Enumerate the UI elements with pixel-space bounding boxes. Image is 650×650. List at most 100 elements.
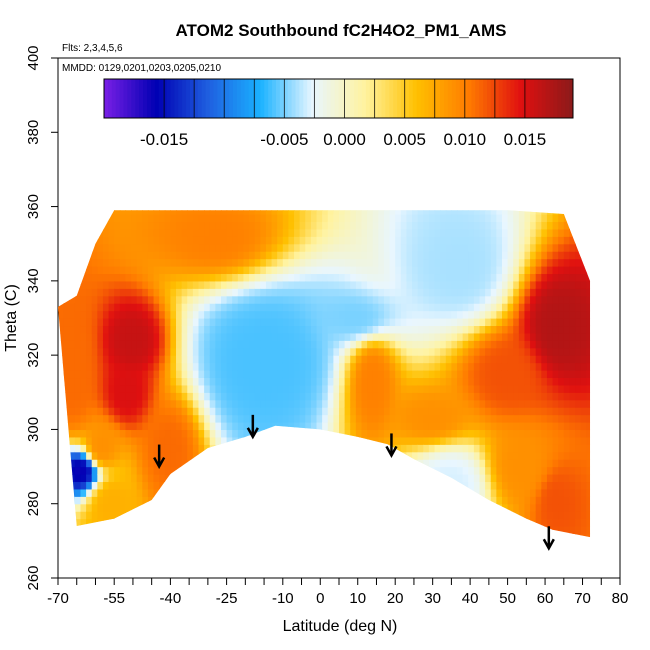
field-cell bbox=[412, 526, 419, 535]
field-cell bbox=[434, 488, 441, 497]
field-cell bbox=[305, 295, 312, 304]
field-cell bbox=[322, 355, 329, 364]
field-cell bbox=[457, 347, 464, 356]
field-cell bbox=[142, 340, 149, 349]
field-cell bbox=[563, 392, 571, 401]
field-cell bbox=[192, 310, 200, 319]
field-cell bbox=[249, 451, 256, 460]
field-cell bbox=[322, 422, 329, 431]
field-cell bbox=[165, 541, 171, 549]
field-cell bbox=[535, 444, 542, 453]
field-cell bbox=[412, 496, 419, 505]
field-cell bbox=[462, 355, 469, 364]
field-cell bbox=[563, 214, 571, 223]
field-cell bbox=[524, 236, 531, 245]
field-cell bbox=[136, 407, 143, 416]
field-cell bbox=[74, 251, 82, 260]
field-cell bbox=[530, 310, 537, 319]
field-cell bbox=[541, 526, 548, 535]
field-cell bbox=[221, 541, 227, 549]
field-cell bbox=[305, 288, 312, 297]
field-cell bbox=[490, 280, 497, 289]
field-cell bbox=[91, 355, 98, 364]
field-cell bbox=[457, 488, 464, 497]
field-cell bbox=[237, 511, 245, 520]
field-cell bbox=[592, 348, 598, 356]
field-cell bbox=[125, 429, 132, 438]
field-cell bbox=[63, 228, 70, 237]
field-cell bbox=[147, 310, 155, 319]
field-cell bbox=[485, 466, 492, 475]
field-cell bbox=[97, 199, 103, 207]
field-cell bbox=[215, 444, 222, 453]
field-cell bbox=[423, 392, 430, 401]
field-cell bbox=[310, 273, 318, 282]
field-cell bbox=[97, 236, 104, 245]
field-cell bbox=[518, 466, 526, 475]
field-cell bbox=[80, 377, 87, 386]
field-cell bbox=[299, 310, 306, 319]
field-cell bbox=[80, 332, 87, 341]
field-cell bbox=[266, 541, 272, 549]
field-cell bbox=[136, 451, 143, 460]
field-cell bbox=[457, 332, 464, 341]
field-cell bbox=[192, 496, 200, 505]
field-cell bbox=[288, 347, 295, 356]
field-cell bbox=[69, 258, 76, 267]
field-cell bbox=[181, 325, 188, 334]
field-cell bbox=[569, 355, 576, 364]
field-cell bbox=[367, 474, 374, 483]
field-cell bbox=[445, 370, 452, 379]
field-cell bbox=[423, 221, 430, 230]
field-cell bbox=[501, 273, 509, 282]
field-cell bbox=[552, 422, 559, 431]
field-cell bbox=[74, 273, 82, 282]
field-cell bbox=[530, 496, 537, 505]
field-cell bbox=[86, 518, 93, 527]
field-cell bbox=[136, 377, 143, 386]
field-cell bbox=[575, 548, 581, 556]
field-cell bbox=[181, 310, 188, 319]
field-cell bbox=[406, 488, 413, 497]
field-cell bbox=[518, 503, 526, 512]
field-cell bbox=[490, 459, 497, 468]
field-cell bbox=[316, 511, 323, 520]
field-cell bbox=[254, 243, 261, 252]
field-cell bbox=[575, 303, 582, 312]
field-cell bbox=[249, 340, 256, 349]
field-cell bbox=[395, 496, 402, 505]
field-cell bbox=[187, 451, 194, 460]
field-cell bbox=[192, 451, 200, 460]
field-cell bbox=[518, 533, 526, 538]
field-cell bbox=[136, 273, 143, 282]
field-cell bbox=[97, 273, 104, 282]
field-cell bbox=[389, 210, 396, 215]
field-cell bbox=[395, 280, 402, 289]
field-cell bbox=[361, 526, 368, 535]
field-cell bbox=[237, 436, 245, 445]
field-cell bbox=[592, 429, 598, 437]
field-cell bbox=[74, 459, 82, 468]
field-cell bbox=[204, 399, 211, 408]
field-cell bbox=[412, 541, 418, 549]
field-cell bbox=[260, 384, 267, 393]
field-cell bbox=[114, 214, 121, 223]
field-cell bbox=[592, 422, 598, 430]
field-cell bbox=[159, 488, 166, 497]
field-cell bbox=[350, 340, 357, 349]
field-cell bbox=[265, 288, 273, 297]
field-cell bbox=[339, 488, 346, 497]
field-cell bbox=[400, 503, 408, 512]
field-cell bbox=[496, 466, 503, 475]
field-cell bbox=[496, 340, 503, 349]
field-cell bbox=[355, 414, 363, 423]
field-cell bbox=[513, 243, 520, 252]
field-cell bbox=[592, 533, 598, 541]
field-cell bbox=[204, 392, 211, 401]
field-cell bbox=[395, 318, 402, 327]
field-cell bbox=[333, 466, 340, 475]
field-cell bbox=[383, 266, 391, 275]
field-cell bbox=[327, 362, 334, 371]
field-cell bbox=[563, 258, 571, 267]
field-cell bbox=[310, 384, 318, 393]
